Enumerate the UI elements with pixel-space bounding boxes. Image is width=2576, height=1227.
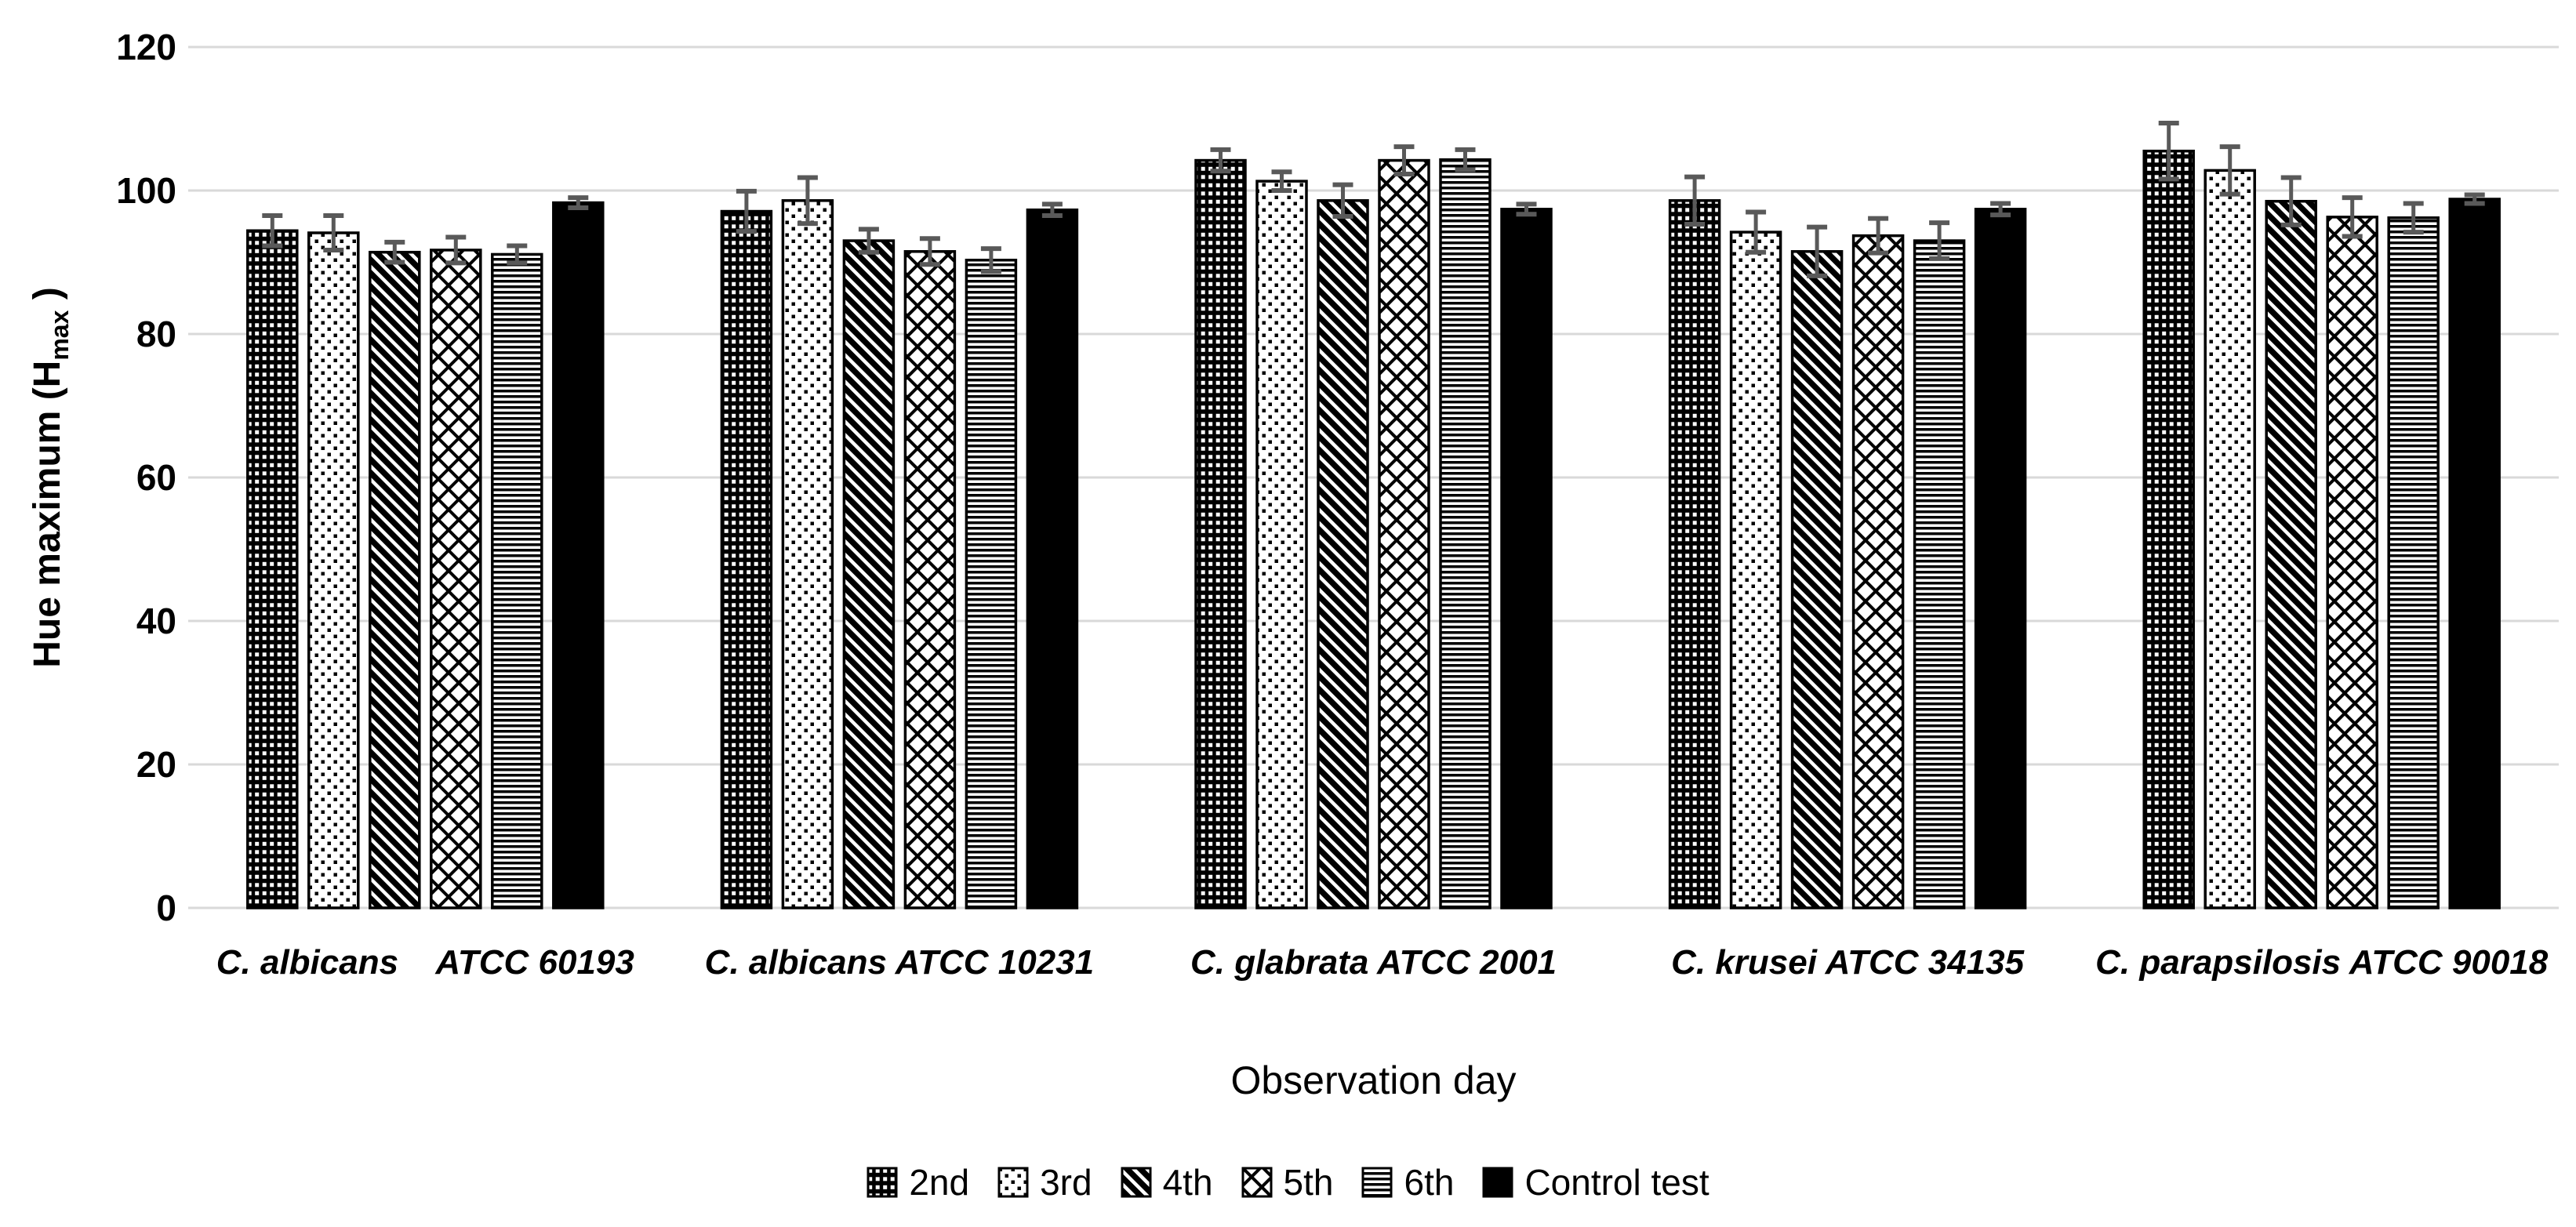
bar: [2387, 216, 2440, 909]
legend-swatch-icon: [1361, 1167, 1393, 1198]
y-axis-tick-label: 120: [116, 27, 176, 67]
bar: [1317, 199, 1369, 909]
y-axis-title: Hue maximum (Hmax ): [26, 287, 74, 667]
y-axis-tick-labels: 0 20 40 60 80 100 120: [116, 27, 176, 928]
gridlines: [188, 45, 2559, 909]
legend: 2nd 3rd 4th 5th 6th Control test: [0, 1159, 2576, 1206]
bar: [2204, 169, 2256, 909]
legend-label: 2nd: [909, 1162, 970, 1203]
legend-swatch-icon: [1121, 1167, 1152, 1198]
bar: [720, 209, 773, 909]
bar: [307, 231, 360, 909]
legend-swatch-icon: [867, 1167, 898, 1198]
x-category-label: C. krusei ATCC 34135: [1671, 943, 2025, 982]
legend-item: 3rd: [997, 1161, 1092, 1203]
y-axis-tick-label: 20: [136, 744, 176, 785]
legend-item: 4th: [1121, 1161, 1213, 1203]
bar: [1026, 208, 1079, 909]
bar: [1255, 180, 1308, 909]
bar: [1851, 234, 1905, 909]
legend-swatch-icon: [997, 1167, 1029, 1198]
bar: [1500, 208, 1553, 909]
legend-item: 2nd: [867, 1161, 969, 1203]
bar: [1378, 158, 1430, 909]
legend-swatch-icon: [1482, 1167, 1513, 1198]
bar: [2326, 216, 2378, 909]
bar: [491, 252, 543, 909]
bar: [1194, 158, 1247, 909]
legend-item: 5th: [1241, 1161, 1334, 1203]
bar: [903, 250, 957, 909]
bars: [246, 149, 2501, 909]
bar: [965, 259, 1018, 909]
y-axis-tick-label: 60: [136, 457, 176, 498]
bar: [552, 201, 605, 909]
bar: [842, 239, 896, 909]
legend-item: Control test: [1482, 1161, 1709, 1203]
x-axis-title: Observation day: [1230, 1058, 1517, 1102]
y-axis-title-end: ): [27, 287, 69, 310]
y-axis-title-main: Hue maximum (H: [27, 360, 69, 668]
y-axis-tick-label: 80: [136, 314, 176, 354]
legend-label: 4th: [1162, 1162, 1213, 1203]
bar: [1913, 239, 1966, 909]
x-category-label: C. glabrata ATCC 2001: [1190, 943, 1557, 982]
legend-swatch-icon: [1241, 1167, 1273, 1198]
y-axis-title-subscript: max: [45, 310, 74, 361]
bar: [1439, 158, 1491, 909]
bar: [1974, 208, 2027, 909]
legend-label: Control test: [1524, 1162, 1709, 1203]
bar: [1790, 250, 1844, 909]
x-category-label: C. albicans ATCC 60193: [216, 943, 634, 982]
legend-label: 5th: [1283, 1162, 1334, 1203]
bar: [430, 249, 482, 909]
legend-label: 6th: [1404, 1162, 1455, 1203]
y-axis-tick-label: 0: [156, 888, 176, 928]
bar: [781, 199, 834, 909]
bar: [2448, 198, 2501, 909]
x-category-label: C. parapsilosis ATCC 90018: [2095, 943, 2549, 982]
y-axis-tick-label: 100: [116, 170, 176, 211]
bar: [1668, 199, 1721, 909]
legend-item: 6th: [1361, 1161, 1454, 1203]
error-bars: [262, 120, 2485, 278]
y-axis-tick-label: 40: [136, 601, 176, 641]
bar: [369, 250, 421, 909]
legend-label: 3rd: [1040, 1162, 1092, 1203]
bar: [1729, 231, 1782, 909]
bar: [246, 229, 299, 909]
x-category-label: C. albicans ATCC 10231: [704, 943, 1095, 982]
bar: [2265, 199, 2317, 909]
bar: [2142, 149, 2195, 909]
